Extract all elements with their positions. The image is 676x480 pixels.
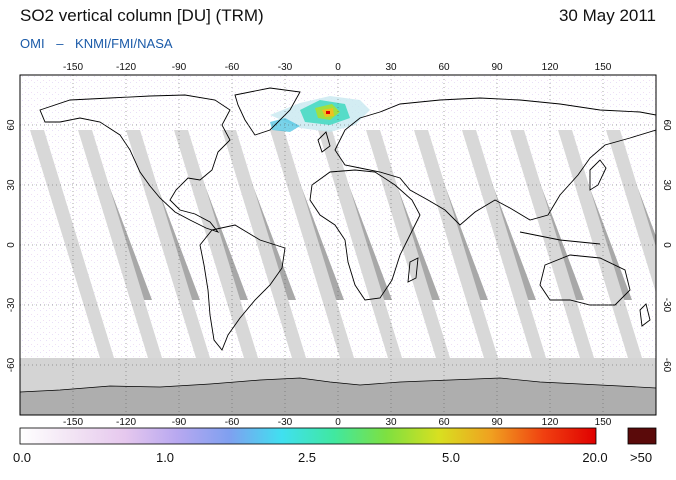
colorbar-label-4: 20.0 <box>582 450 608 465</box>
longitude-label-top: 120 <box>542 62 559 73</box>
longitude-label-bottom: -30 <box>278 417 293 428</box>
map-plot-area <box>20 75 676 415</box>
map-date: 30 May 2011 <box>558 6 656 25</box>
latitude-label-left: 30 <box>6 179 17 191</box>
missing-data-swath <box>414 130 498 358</box>
missing-data-swath <box>366 130 450 358</box>
longitude-label-top: -60 <box>225 62 240 73</box>
eurasia-outline <box>334 97 656 226</box>
latitude-label-left: -30 <box>6 297 17 312</box>
latitude-labels-right: 60 30 0 -30 -60 <box>661 119 672 372</box>
latitude-label-left: -60 <box>6 357 17 372</box>
missing-data-swath <box>270 130 354 358</box>
latitude-label-left: 0 <box>6 242 17 248</box>
map-title: SO2 vertical column [DU] (TRM) <box>20 6 264 25</box>
latitude-label-right: -60 <box>661 358 672 373</box>
longitude-label-top: -30 <box>278 62 293 73</box>
uk-outline <box>317 131 331 153</box>
longitude-labels-top: -150 -120 -90 -60 -30 0 30 60 90 120 150 <box>63 62 612 73</box>
south-america-outline <box>199 224 286 351</box>
longitude-label-top: 30 <box>385 62 397 73</box>
africa-outline <box>309 169 421 301</box>
colorbar-label-3: 5.0 <box>441 450 461 465</box>
longitude-label-bottom: 120 <box>542 417 559 428</box>
longitude-label-bottom: -60 <box>225 417 240 428</box>
longitude-label-bottom: 150 <box>595 417 612 428</box>
greenland-outline <box>234 87 301 136</box>
lat-lon-grid <box>20 75 656 415</box>
colorbar-label-1: 1.0 <box>155 450 175 465</box>
missing-data-swath <box>174 130 258 358</box>
orbit-swaths <box>30 130 676 358</box>
latitude-label-left: 60 <box>6 119 17 131</box>
longitude-label-top: 150 <box>595 62 612 73</box>
colorbar-label-0: 0.0 <box>12 450 32 465</box>
latitude-labels-left: 60 30 0 -30 -60 <box>6 119 17 372</box>
longitude-label-bottom: 90 <box>491 417 503 428</box>
credit-line: OMI – KNMI/FMI/NASA <box>20 36 173 51</box>
latitude-label-right: 30 <box>661 179 672 191</box>
longitude-label-bottom: 30 <box>385 417 397 428</box>
longitude-label-top: 60 <box>438 62 450 73</box>
colorbar-label-2: 2.5 <box>297 450 317 465</box>
longitude-label-top: -120 <box>116 62 136 73</box>
missing-data-swath <box>30 130 114 358</box>
missing-data-swath <box>222 130 306 358</box>
madagascar-outline <box>407 257 419 283</box>
credit-organizations: KNMI/FMI/NASA <box>75 36 173 51</box>
colorbar-overflow-label: >50 <box>630 450 653 465</box>
indonesia-outline <box>519 231 601 245</box>
japan-outline <box>589 159 607 191</box>
missing-data-swath <box>126 130 210 358</box>
map-frame <box>19 74 657 416</box>
latitude-label-right: 60 <box>661 119 672 131</box>
row-anomaly-swath <box>656 130 676 300</box>
latitude-label-right: -30 <box>661 298 672 313</box>
longitude-label-top: -150 <box>63 62 83 73</box>
iceland-so2-plume <box>270 96 370 132</box>
missing-data-swath <box>606 130 656 293</box>
colorbar <box>19 427 597 445</box>
coastlines <box>39 87 656 351</box>
latitude-label-right: 0 <box>661 242 672 248</box>
credit-separator: – <box>56 36 64 51</box>
australia-outline <box>539 254 631 306</box>
new-zealand-outline <box>639 303 651 327</box>
colorbar-overflow-swatch <box>627 427 657 445</box>
longitude-label-bottom: -150 <box>63 417 83 428</box>
credit-instrument: OMI <box>20 36 45 51</box>
longitude-label-bottom: 0 <box>335 417 341 428</box>
longitude-label-top: 0 <box>335 62 341 73</box>
missing-data-swath <box>78 130 162 358</box>
longitude-label-bottom: -90 <box>172 417 187 428</box>
longitude-label-top: 90 <box>491 62 503 73</box>
missing-data-swath <box>462 130 546 358</box>
longitude-labels-bottom: -150 -120 -90 -60 -30 0 30 60 90 120 150 <box>63 417 612 428</box>
longitude-label-top: -90 <box>172 62 187 73</box>
longitude-label-bottom: -120 <box>116 417 136 428</box>
missing-data-swath <box>318 130 402 358</box>
longitude-label-bottom: 60 <box>438 417 450 428</box>
north-america-outline <box>39 94 231 233</box>
